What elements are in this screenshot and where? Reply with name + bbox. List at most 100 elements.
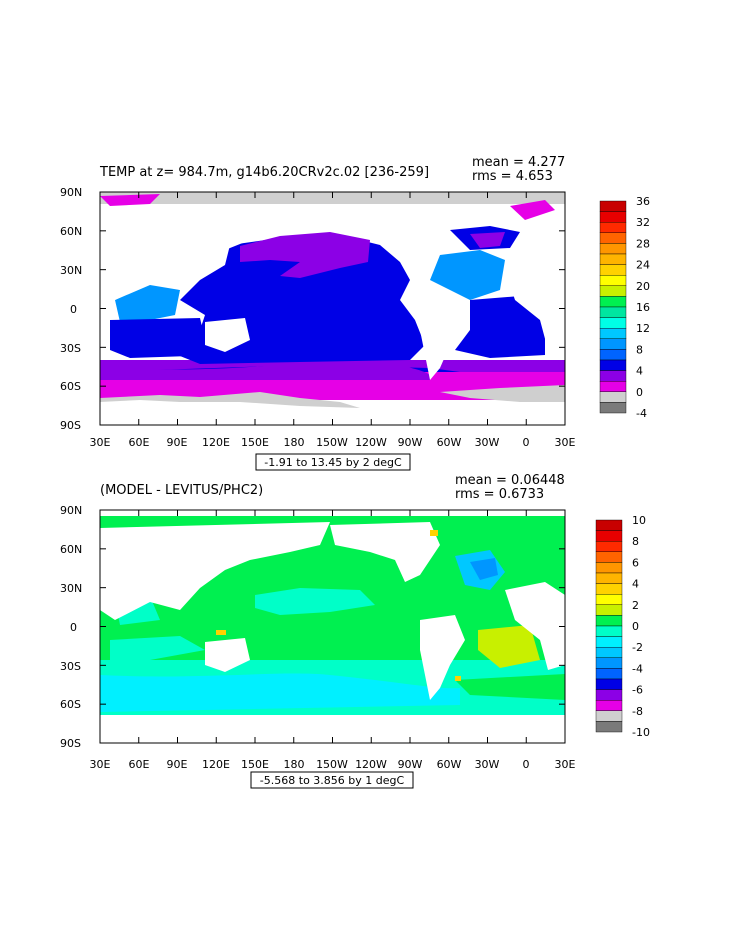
colorbar-swatch (599, 306, 627, 318)
rms-label: rms = 4.653 (472, 169, 553, 184)
colorbar-label: -4 (636, 407, 647, 420)
lat-tick-label: 0 (70, 303, 77, 316)
lat-tick-label: 30N (60, 582, 82, 595)
colorbar-swatch (595, 551, 623, 563)
colorbar-swatch (599, 285, 627, 297)
colorbar: 10 8 6 4 2 0 -2 -4 -6 -8 -10 (595, 514, 650, 739)
colorbar-swatch (599, 370, 627, 382)
lon-axis: 30E 60E 90E 120E 150E 180 150W 120W 90W … (90, 436, 576, 449)
lon-tick-label: 120E (202, 758, 230, 771)
lat-tick-label: 90N (60, 186, 82, 199)
lat-tick-label: 90S (60, 737, 81, 750)
lat-tick-label: 90N (60, 504, 82, 517)
map-area (99, 191, 566, 426)
colorbar-swatch (599, 317, 627, 329)
lon-tick-label: 150E (241, 436, 269, 449)
lon-tick-label: 180 (284, 758, 305, 771)
colorbar-label: -8 (632, 705, 643, 718)
eurasia-land (100, 204, 330, 300)
lat-tick-label: 30S (60, 660, 81, 673)
lon-tick-label: 60E (129, 758, 150, 771)
lon-tick-label: 30W (475, 758, 500, 771)
colorbar-swatch (595, 689, 623, 701)
colorbar-label: 0 (632, 620, 639, 633)
colorbar-swatch (599, 211, 627, 223)
colorbar-label: 2 (632, 599, 639, 612)
lat-tick-label: 0 (70, 621, 77, 634)
colorbar-swatch (595, 668, 623, 680)
range-label-box: -5.568 to 3.856 by 1 degC (250, 771, 414, 789)
colorbar-swatch (599, 200, 627, 212)
eurasia-land (100, 522, 330, 620)
colorbar-swatch (599, 243, 627, 255)
range-label-box: -1.91 to 13.45 by 2 degC (255, 453, 411, 471)
lon-tick-label: 150W (316, 758, 348, 771)
lon-tick-label: 90W (398, 436, 423, 449)
colorbar-swatch (595, 519, 623, 531)
africa-land (505, 262, 565, 350)
map-area (99, 509, 566, 744)
colorbar-swatch (595, 657, 623, 669)
colorbar-label: 16 (636, 301, 650, 314)
purple-band (100, 360, 565, 375)
south-atlantic-green (478, 625, 540, 668)
lon-tick-label: 30E (555, 436, 576, 449)
colorbar-swatch (599, 381, 627, 393)
lon-tick-label: 0 (523, 758, 530, 771)
lat-tick-label: 30S (60, 342, 81, 355)
lon-tick-label: 90W (398, 758, 423, 771)
colorbar-label: 8 (632, 535, 639, 548)
colorbar-label: 24 (636, 259, 650, 272)
colorbar: 36 32 28 24 20 16 12 8 4 0 -4 (599, 195, 650, 420)
colorbar-label: -4 (632, 662, 643, 675)
colorbar-swatch (595, 572, 623, 584)
colorbar-swatch (595, 583, 623, 595)
colorbar-swatch (595, 541, 623, 553)
lon-tick-label: 150W (316, 436, 348, 449)
colorbar-label: -2 (632, 641, 643, 654)
north-atlantic-blue (430, 250, 505, 300)
colorbar-swatch (599, 264, 627, 276)
lon-tick-label: 30W (475, 436, 500, 449)
australia-land (205, 318, 250, 352)
colorbar-label: 12 (636, 322, 650, 335)
colorbar-swatch (599, 359, 627, 371)
lat-tick-label: 30N (60, 264, 82, 277)
colorbar-swatch (599, 253, 627, 265)
lat-axis: 90N 60N 30N 0 30S 60S 90S (60, 504, 82, 750)
range-label: -5.568 to 3.856 by 1 degC (260, 774, 405, 787)
lat-axis: 90N 60N 30N 0 30S 60S 90S (60, 186, 82, 432)
south-america-land (420, 295, 465, 380)
colorbar-label: -6 (632, 684, 643, 697)
south-atlantic-deep (455, 296, 545, 358)
colorbar-swatch (595, 615, 623, 627)
colorbar-label: 4 (632, 578, 639, 591)
australia-land (205, 638, 250, 672)
colorbar-label: 28 (636, 237, 650, 250)
lon-axis: 30E 60E 90E 120E 150E 180 150W 120W 90W … (90, 758, 576, 771)
africa-land (505, 582, 565, 670)
south-america-land (420, 615, 465, 700)
colorbar-label: 36 (636, 195, 650, 208)
north-america-land (330, 522, 440, 582)
lat-tick-label: 60N (60, 543, 82, 556)
colorbar-label: 32 (636, 216, 650, 229)
lat-tick-label: 60S (60, 380, 81, 393)
colorbar-swatch (599, 296, 627, 308)
colorbar-swatch (599, 328, 627, 340)
lon-tick-label: 180 (284, 436, 305, 449)
lon-tick-label: 30E (555, 758, 576, 771)
colorbar-swatch (595, 530, 623, 542)
lon-tick-label: 120W (355, 758, 387, 771)
colorbar-swatch (599, 391, 627, 403)
colorbar-label: 4 (636, 365, 643, 378)
pacific-cyan-patch (255, 588, 375, 615)
north-america-land (330, 204, 440, 262)
colorbar-swatch (595, 604, 623, 616)
north-pacific-purple (240, 232, 370, 278)
lon-tick-label: 30E (90, 436, 111, 449)
colorbar-swatch (599, 338, 627, 350)
colorbar-label: -10 (632, 726, 650, 739)
lon-tick-label: 60W (437, 436, 462, 449)
